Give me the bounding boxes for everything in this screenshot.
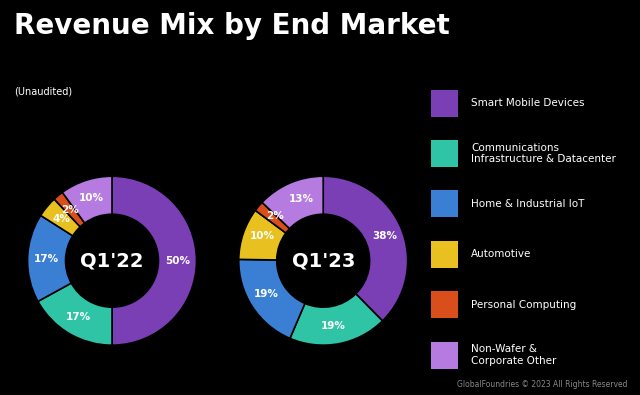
- Text: 17%: 17%: [33, 254, 59, 263]
- Text: Home & Industrial IoT: Home & Industrial IoT: [471, 199, 584, 209]
- Text: 13%: 13%: [289, 194, 314, 204]
- Wedge shape: [290, 294, 383, 345]
- Wedge shape: [239, 260, 305, 339]
- FancyBboxPatch shape: [431, 140, 458, 167]
- FancyBboxPatch shape: [431, 241, 458, 268]
- Wedge shape: [112, 176, 196, 345]
- Text: 38%: 38%: [372, 231, 397, 241]
- Text: Smart Mobile Devices: Smart Mobile Devices: [471, 98, 584, 108]
- Text: 4%: 4%: [52, 214, 70, 224]
- Text: Automotive: Automotive: [471, 249, 531, 259]
- Text: Personal Computing: Personal Computing: [471, 300, 576, 310]
- Text: 19%: 19%: [254, 289, 279, 299]
- Text: GlobalFoundries © 2023 All Rights Reserved: GlobalFoundries © 2023 All Rights Reserv…: [457, 380, 627, 389]
- Text: 2%: 2%: [266, 211, 284, 220]
- Wedge shape: [62, 176, 112, 223]
- Text: 2%: 2%: [61, 205, 79, 215]
- Wedge shape: [54, 192, 84, 227]
- Wedge shape: [239, 211, 286, 260]
- Text: 10%: 10%: [250, 231, 275, 241]
- Wedge shape: [38, 283, 112, 345]
- Text: Q1'23: Q1'23: [291, 251, 355, 270]
- Text: 10%: 10%: [79, 193, 104, 203]
- Wedge shape: [255, 202, 289, 233]
- Text: Communications
Infrastructure & Datacenter: Communications Infrastructure & Datacent…: [471, 143, 616, 164]
- Text: 19%: 19%: [321, 321, 346, 331]
- FancyBboxPatch shape: [431, 342, 458, 369]
- Text: 50%: 50%: [165, 256, 190, 266]
- Wedge shape: [28, 215, 73, 301]
- FancyBboxPatch shape: [431, 291, 458, 318]
- Text: 17%: 17%: [66, 312, 91, 322]
- Wedge shape: [41, 199, 80, 236]
- FancyBboxPatch shape: [431, 90, 458, 117]
- FancyBboxPatch shape: [431, 190, 458, 217]
- Text: (Unaudited): (Unaudited): [14, 87, 72, 97]
- Text: Revenue Mix by End Market: Revenue Mix by End Market: [14, 12, 450, 40]
- Wedge shape: [262, 176, 323, 229]
- Text: Q1'22: Q1'22: [80, 251, 144, 270]
- Wedge shape: [323, 176, 408, 321]
- Text: Non-Wafer &
Corporate Other: Non-Wafer & Corporate Other: [471, 344, 556, 366]
